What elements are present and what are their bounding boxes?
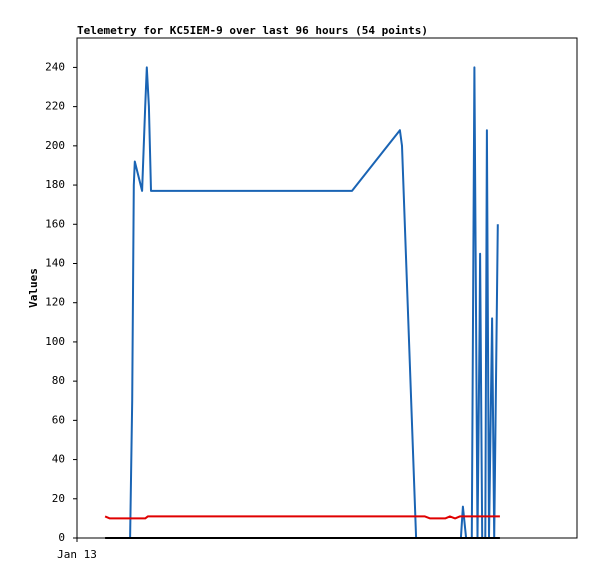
y-axis-label: Values — [27, 268, 40, 308]
y-tick-label: 180 — [45, 178, 65, 191]
y-tick-label: 160 — [45, 217, 65, 230]
y-tick-label: 140 — [45, 256, 65, 269]
data-line — [129, 66, 499, 539]
y-tick-label: 40 — [52, 453, 65, 466]
y-tick-label: 120 — [45, 296, 65, 309]
y-tick-label: 0 — [58, 531, 65, 544]
y-tick-label: 200 — [45, 139, 65, 152]
y-tick-label: 20 — [52, 492, 65, 505]
plot-frame — [76, 37, 578, 539]
x-tick-label: Jan 13 — [57, 548, 97, 561]
y-tick-label: 80 — [52, 374, 65, 387]
y-tick-label: 60 — [52, 413, 65, 426]
y-tick-label: 220 — [45, 100, 65, 113]
data-line — [104, 515, 500, 520]
y-tick-label: 240 — [45, 60, 65, 73]
chart-title: Telemetry for KC5IEM-9 over last 96 hour… — [77, 24, 428, 37]
y-tick-label: 100 — [45, 335, 65, 348]
